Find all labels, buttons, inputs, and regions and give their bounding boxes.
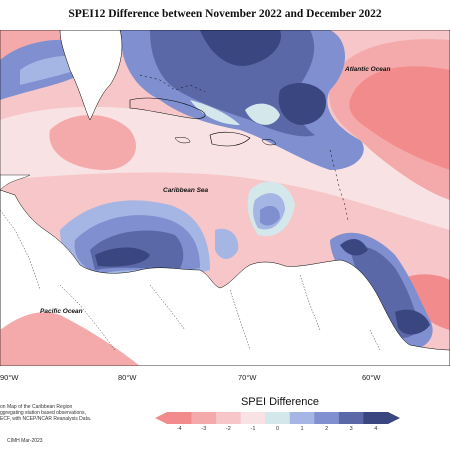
lon-label-60w: 60°W [362, 373, 381, 382]
legend-swatch [363, 412, 389, 424]
map-date: CIMH Mar-2023 [7, 438, 43, 444]
legend-colorbar [155, 412, 400, 424]
legend-swatch [289, 412, 315, 424]
caribbean-label: Caribbean Sea [163, 187, 209, 194]
pacific-zone [0, 312, 140, 366]
legend-tick-label: 3 [349, 426, 353, 432]
cuba-outline [129, 97, 206, 119]
deep-red-atlantic [349, 66, 450, 170]
florida-land [59, 30, 123, 121]
legend-swatch [338, 412, 364, 424]
blue-core-atlantic [278, 83, 326, 125]
lesser-antilles [329, 149, 349, 221]
legend-tick-label: -3 [201, 426, 207, 432]
atlantic-label: Atlantic Ocean [344, 66, 391, 73]
legend-tick-label: -1 [250, 426, 256, 432]
puerto-rico-outline [261, 138, 277, 146]
map-title: SPEI12 Difference between November 2022 … [68, 8, 382, 20]
legend-tick-label: -4 [176, 426, 182, 432]
legend-swatch [265, 412, 291, 424]
spei-map: Atlantic Ocean Caribbean Sea Pacific Oce… [0, 30, 450, 366]
legend-tick-label: 2 [325, 426, 329, 432]
legend-swatch [191, 412, 217, 424]
lon-label-90w: 90°W [0, 373, 19, 382]
south-america-land [0, 189, 450, 366]
legend-arrow-right [388, 412, 400, 424]
pacific-label: Pacific Ocean [40, 308, 83, 315]
legend-tick-label: -2 [225, 426, 231, 432]
legend-tick-label: 1 [300, 426, 304, 432]
legend-swatch [314, 412, 340, 424]
lon-label-70w: 70°W [238, 373, 257, 382]
legend-title: SPEI Difference [240, 396, 320, 408]
credit-line-3: ECF, with NCEP/NCAR Reanalysis Data. [0, 416, 92, 422]
legend-swatch [240, 412, 266, 424]
jamaica-outline [174, 136, 191, 144]
legend-tick-label: 4 [374, 426, 378, 432]
map-credit: on Map of the Caribbean Region ggregatin… [0, 404, 91, 422]
credit-line-2: ggregating station based observations, [0, 410, 86, 416]
legend-tick-label: 0 [275, 426, 280, 432]
legend-swatch [216, 412, 242, 424]
red-zone-west [49, 115, 136, 170]
lon-label-80w: 80°W [118, 373, 137, 382]
credit-line-1: on Map of the Caribbean Region [0, 404, 73, 410]
legend-swatch [167, 412, 193, 424]
legend-arrow-left [155, 412, 167, 424]
hispaniola-outline [209, 131, 251, 147]
